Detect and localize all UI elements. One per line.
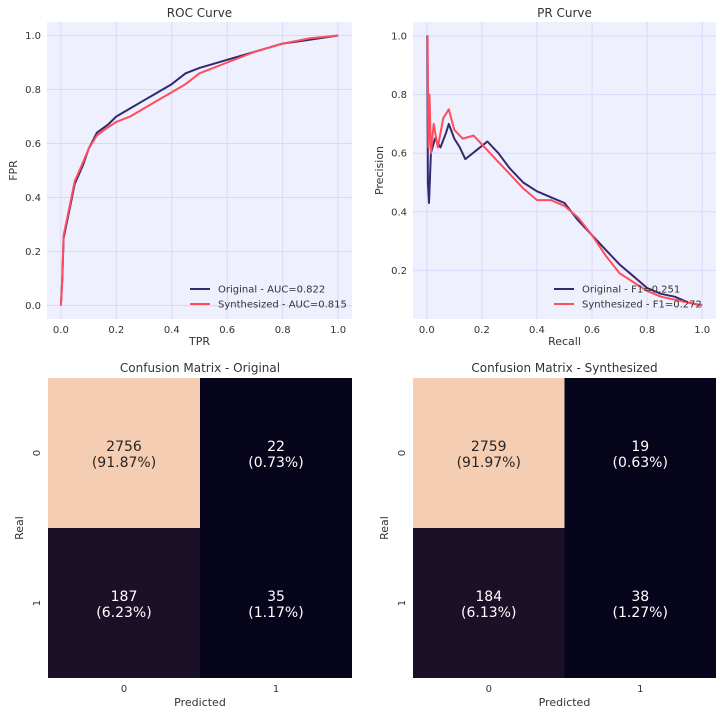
- synthesized-series-line: [426, 35, 703, 307]
- chart-title: Confusion Matrix - Original: [120, 361, 280, 375]
- cell-percent: (1.17%): [248, 605, 303, 621]
- cell-count: 38: [631, 589, 649, 605]
- matrix-cell: [413, 528, 565, 678]
- y-tick-label: 0.4: [25, 193, 41, 204]
- cell-count: 35: [267, 589, 285, 605]
- x-tick-label: 0.0: [53, 325, 69, 336]
- synthesized-series-line: [59, 34, 339, 306]
- matrix-cell: [200, 378, 352, 528]
- x-tick-label: 0.4: [529, 325, 545, 336]
- chart-title: PR Curve: [537, 6, 592, 20]
- matrix-cell: [564, 378, 716, 528]
- y-tick-label: 0.0: [25, 301, 41, 312]
- y-tick-label: 0.4: [391, 207, 407, 218]
- cell-percent: (1.27%): [613, 605, 668, 621]
- y-tick-label: 1: [32, 600, 43, 606]
- cell-percent: (6.13%): [461, 605, 516, 621]
- y-axis-label: Real: [378, 516, 391, 540]
- y-tick-label: 1.0: [25, 31, 41, 42]
- x-tick-label: 0.2: [108, 325, 124, 336]
- legend-label: Synthesized - F1=0.272: [582, 300, 702, 311]
- y-axis-label: Precision: [373, 146, 386, 195]
- matrix-cell: [413, 378, 565, 528]
- chart-title: ROC Curve: [167, 6, 232, 20]
- chart-title: Confusion Matrix - Synthesized: [471, 361, 657, 375]
- plot-background: [47, 22, 352, 319]
- matrix-cell: [48, 378, 200, 528]
- cell-percent: (6.23%): [96, 605, 151, 621]
- cell-count: 2756: [106, 439, 142, 455]
- y-tick-label: 1.0: [391, 32, 407, 43]
- y-tick-label: 0: [32, 450, 43, 456]
- x-tick-label: 0.0: [419, 325, 435, 336]
- x-tick-label: 0.8: [275, 325, 291, 336]
- cell-percent: (0.73%): [248, 455, 303, 471]
- cell-count: 22: [267, 439, 285, 455]
- x-tick-label: 1: [273, 684, 279, 695]
- y-axis-label: Real: [13, 516, 26, 540]
- y-tick-label: 0: [397, 450, 408, 456]
- x-tick-label: 0.2: [474, 325, 490, 336]
- y-tick-label: 0.6: [25, 139, 41, 150]
- x-tick-label: 1.0: [330, 325, 346, 336]
- cell-percent: (0.63%): [613, 455, 668, 471]
- legend-label: Original - AUC=0.822: [218, 285, 325, 296]
- y-tick-label: 0.2: [391, 266, 407, 277]
- x-tick-label: 0.8: [639, 325, 655, 336]
- x-tick-label: 0.6: [219, 325, 235, 336]
- confusion-matrix-original: 2756(91.87%) 22(0.73%) 187(6.23%) 35(1.17%)…: [13, 361, 352, 709]
- x-tick-label: 0: [486, 684, 492, 695]
- y-tick-label: 0.2: [25, 247, 41, 258]
- legend-label: Original - F1=0.251: [582, 285, 680, 296]
- x-axis-label: Recall: [548, 335, 581, 348]
- matrix-cell: [48, 528, 200, 678]
- cell-percent: (91.87%): [92, 455, 156, 471]
- original-series-line: [426, 35, 703, 307]
- x-axis-label: TPR: [188, 335, 210, 348]
- cell-count: 184: [475, 589, 502, 605]
- x-tick-label: 0: [121, 684, 127, 695]
- y-tick-label: 0.6: [391, 149, 407, 160]
- y-axis-label: FPR: [7, 160, 20, 181]
- y-tick-label: 0.8: [25, 85, 41, 96]
- roc-chart: 0.0 0.2 0.4 0.6 0.8 1.0 0.0 0.2 0.4 0.6 0.8 1.0 ROC …: [7, 6, 352, 348]
- x-tick-label: 1.0: [694, 325, 710, 336]
- x-axis-label: Predicted: [174, 696, 226, 709]
- y-tick-label: 0.8: [391, 90, 407, 101]
- cell-percent: (91.97%): [457, 455, 521, 471]
- pr-chart: 0.0 0.2 0.4 0.6 0.8 1.0 0.2 0.4 0.6 0.8 1.0 PR Curv…: [373, 6, 716, 348]
- x-tick-label: 1: [637, 684, 643, 695]
- x-tick-label: 0.6: [584, 325, 600, 336]
- y-tick-label: 1: [397, 600, 408, 606]
- plot-background: [413, 22, 716, 319]
- legend-label: Synthesized - AUC=0.815: [218, 300, 347, 311]
- x-axis-label: Predicted: [539, 696, 591, 709]
- x-tick-label: 0.4: [164, 325, 180, 336]
- matrix-cell: [564, 528, 716, 678]
- cell-count: 187: [111, 589, 138, 605]
- cell-count: 19: [631, 439, 649, 455]
- matrix-cell: [200, 528, 352, 678]
- confusion-matrix-synthesized: 2759(91.97%) 19(0.63%) 184(6.13%) 38(1.27%)…: [378, 361, 716, 709]
- cell-count: 2759: [471, 439, 507, 455]
